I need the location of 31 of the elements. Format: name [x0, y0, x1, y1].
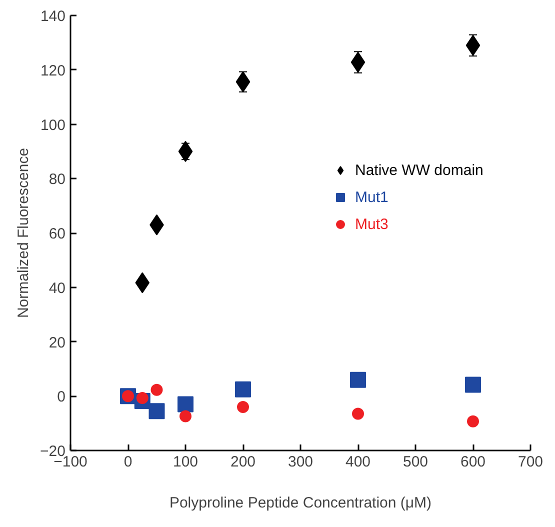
legend-label: Mut1: [355, 188, 388, 206]
x-tick-label: 400: [345, 454, 371, 470]
x-axis-title: Polyproline Peptide Concentration (μM): [169, 494, 432, 512]
point: [148, 403, 165, 420]
y-tick-label: 100: [40, 116, 66, 134]
y-tick-label: 80: [48, 171, 66, 188]
x-tick-label: 300: [288, 454, 314, 470]
point: [467, 415, 479, 428]
point: [237, 401, 249, 413]
y-tick-label: 20: [48, 334, 66, 352]
x-tick-label: 600: [460, 454, 486, 470]
x-tick-label: 500: [402, 454, 428, 470]
y-tick-label: 40: [48, 280, 66, 297]
point: [465, 376, 481, 393]
y-tick-label: 140: [40, 8, 66, 25]
x-tick-label: 0: [124, 454, 132, 470]
legend-label: Mut3: [355, 216, 388, 232]
x-tick-label: 700: [518, 454, 544, 470]
x-tick-label: 200: [230, 454, 256, 470]
x-tick-label: 100: [172, 454, 198, 470]
point: [178, 396, 194, 412]
y-axis-title: Normalized Fluorescence: [15, 148, 32, 318]
y-tick-label: 120: [40, 62, 66, 80]
point: [352, 408, 364, 420]
y-tick-label: 0: [57, 388, 66, 406]
legend-label: Native WW domain: [355, 162, 484, 178]
y-tick-label: 60: [48, 226, 66, 242]
point: [150, 384, 163, 396]
point: [180, 410, 192, 422]
point: [235, 381, 251, 398]
point: [350, 372, 366, 388]
